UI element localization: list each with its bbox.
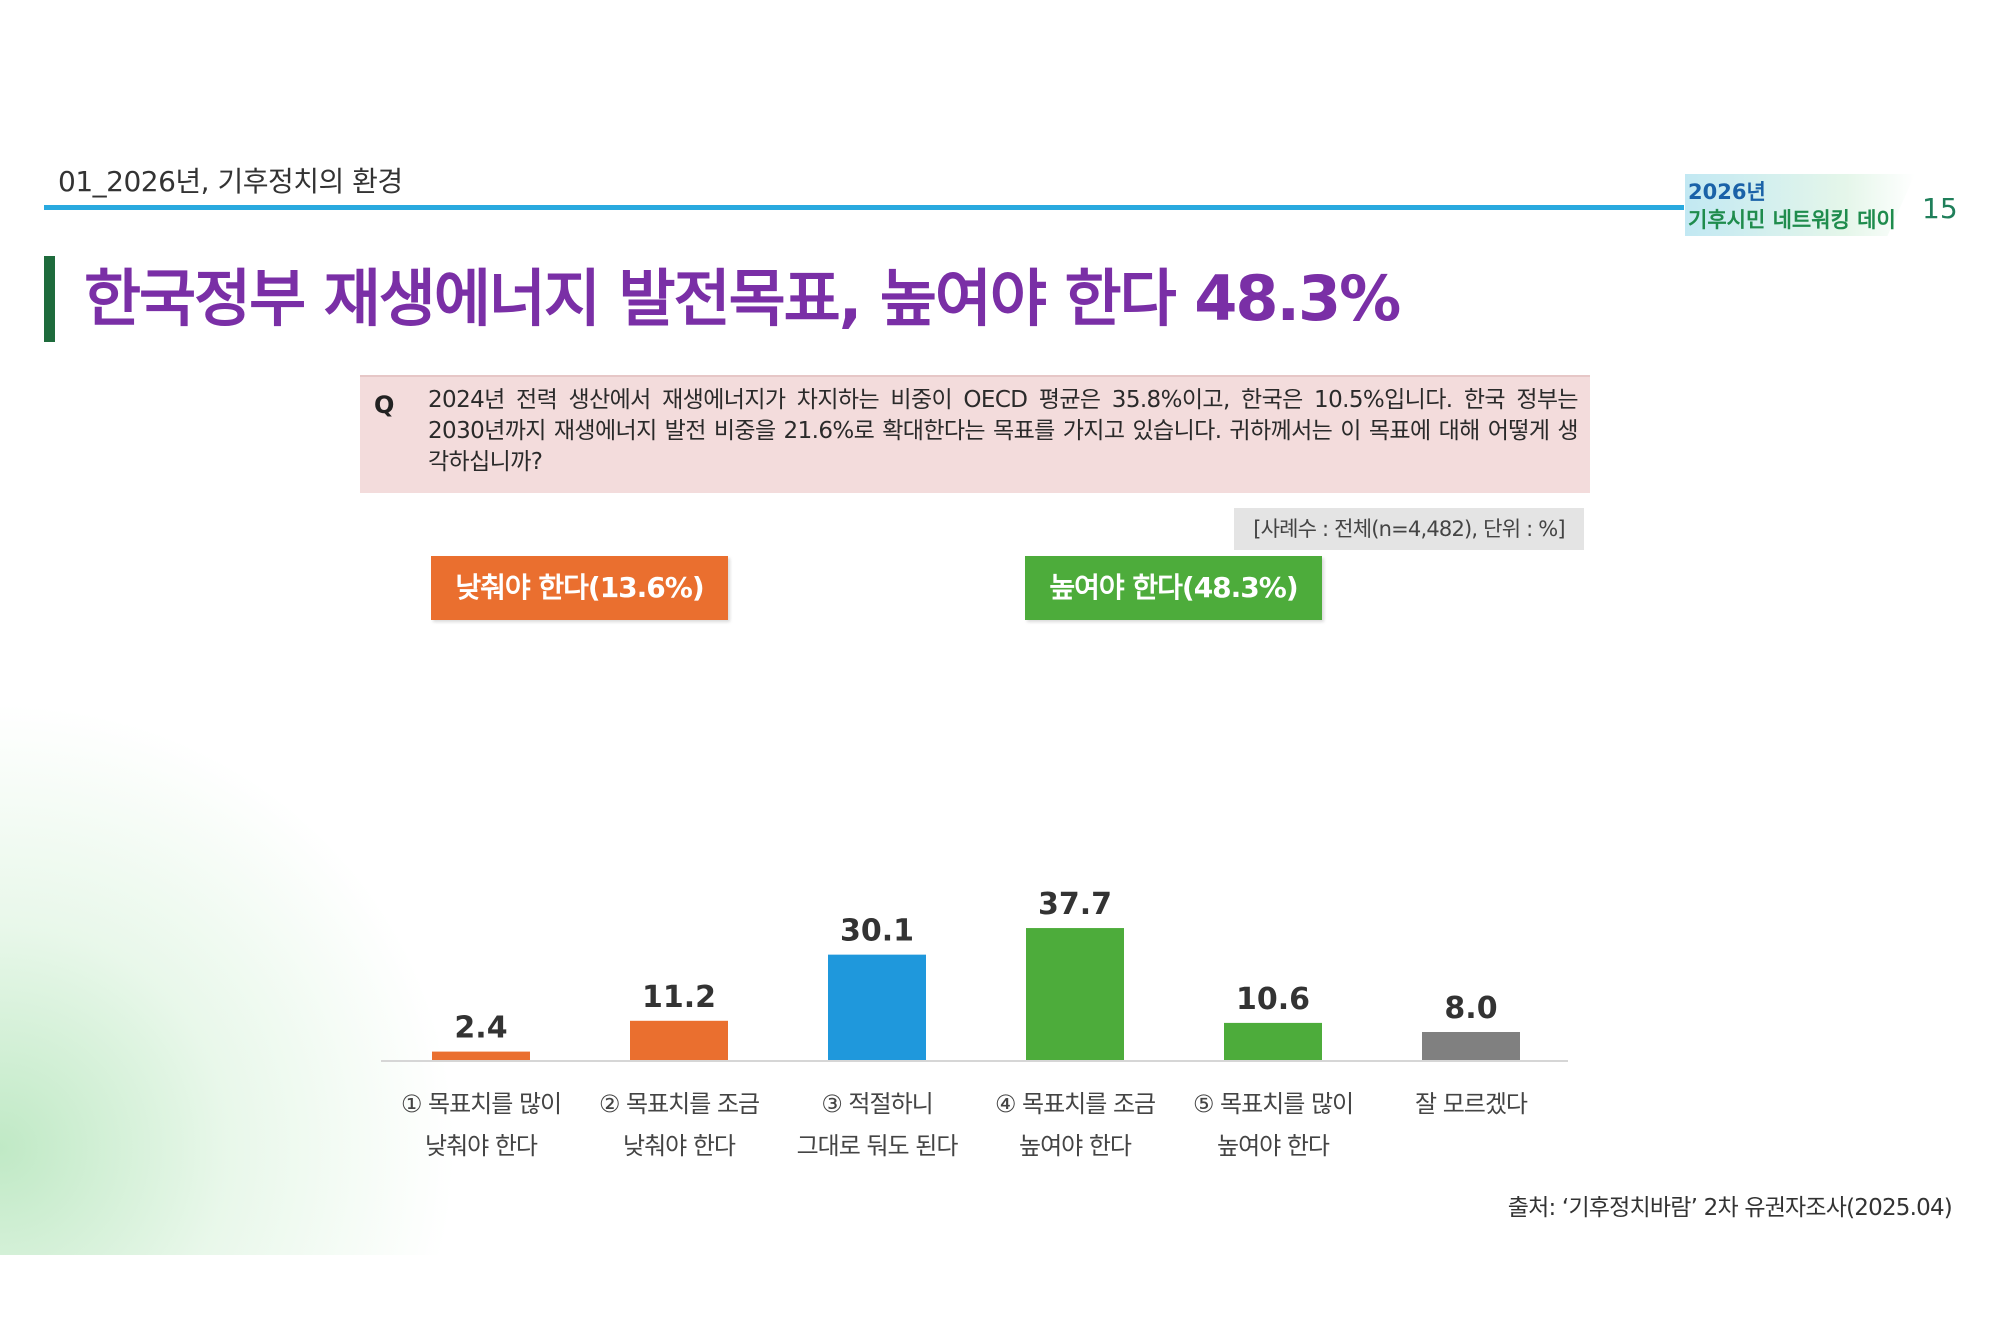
question-box: Q 2024년 전력 생산에서 재생에너지가 차지하는 비중이 OECD 평균은… [360, 375, 1590, 493]
bar-value-label-4: 37.7 [1038, 887, 1112, 922]
category-label-5-line-2: 높여야 한다 [1217, 1132, 1330, 1160]
bar-1 [432, 1051, 530, 1060]
category-label-5-line-1: ⑤ 목표치를 많이 [1193, 1090, 1353, 1118]
bar-6 [1422, 1032, 1520, 1060]
event-badge-name: 기후시민 네트워킹 데이 [1688, 208, 1896, 232]
question-text: 2024년 전력 생산에서 재생에너지가 차지하는 비중이 OECD 평균은 3… [428, 387, 1579, 475]
event-badge-year: 2026년 [1688, 180, 1766, 204]
category-label-3-line-1: ③ 적절하니 [821, 1090, 932, 1118]
bar-value-label-5: 10.6 [1236, 982, 1310, 1017]
category-label-4-line-2: 높여야 한다 [1019, 1132, 1132, 1160]
bottom-band [0, 1255, 2004, 1326]
bar-value-label-1: 2.4 [454, 1011, 507, 1046]
bar-3 [828, 954, 926, 1060]
page-number: 15 [1922, 192, 1958, 225]
category-label-4-line-1: ④ 목표치를 조금 [995, 1090, 1155, 1118]
category-label-3-line-2: 그대로 둬도 된다 [797, 1132, 959, 1160]
event-badge [1685, 174, 1915, 236]
bar-value-label-2: 11.2 [642, 980, 716, 1015]
category-label-2-line-1: ② 목표치를 조금 [599, 1090, 759, 1118]
background-glow [0, 700, 460, 1260]
header-rule [44, 205, 1684, 210]
bar-5 [1224, 1022, 1322, 1060]
category-label-2-line-2: 낮춰야 한다 [623, 1132, 736, 1160]
summary-lower-badge: 낮춰야 한다(13.6%) [431, 556, 728, 620]
category-label-1-line-1: ① 목표치를 많이 [401, 1090, 561, 1118]
category-label-1-line-2: 낮춰야 한다 [425, 1132, 538, 1160]
title-accent-bar [44, 256, 55, 342]
summary-higher-badge: 높여야 한다(48.3%) [1025, 556, 1322, 620]
bar-2 [630, 1020, 728, 1060]
question-marker: Q [374, 391, 395, 419]
source-note: 출처: ‘기후정치바람’ 2차 유권자조사(2025.04) [1507, 1195, 1953, 1221]
bar-value-label-3: 30.1 [840, 914, 914, 949]
sample-size-note: [사례수 : 전체(n=4,482), 단위 : %] [1234, 508, 1584, 550]
page-title: 한국정부 재생에너지 발전목표, 높여야 한다 48.3% [84, 262, 1401, 335]
section-label: 01_2026년, 기후정치의 환경 [58, 165, 403, 198]
bar-value-label-6: 8.0 [1444, 991, 1497, 1026]
category-label-6-line-1: 잘 모르겠다 [1415, 1090, 1528, 1118]
bar-4 [1026, 928, 1124, 1060]
